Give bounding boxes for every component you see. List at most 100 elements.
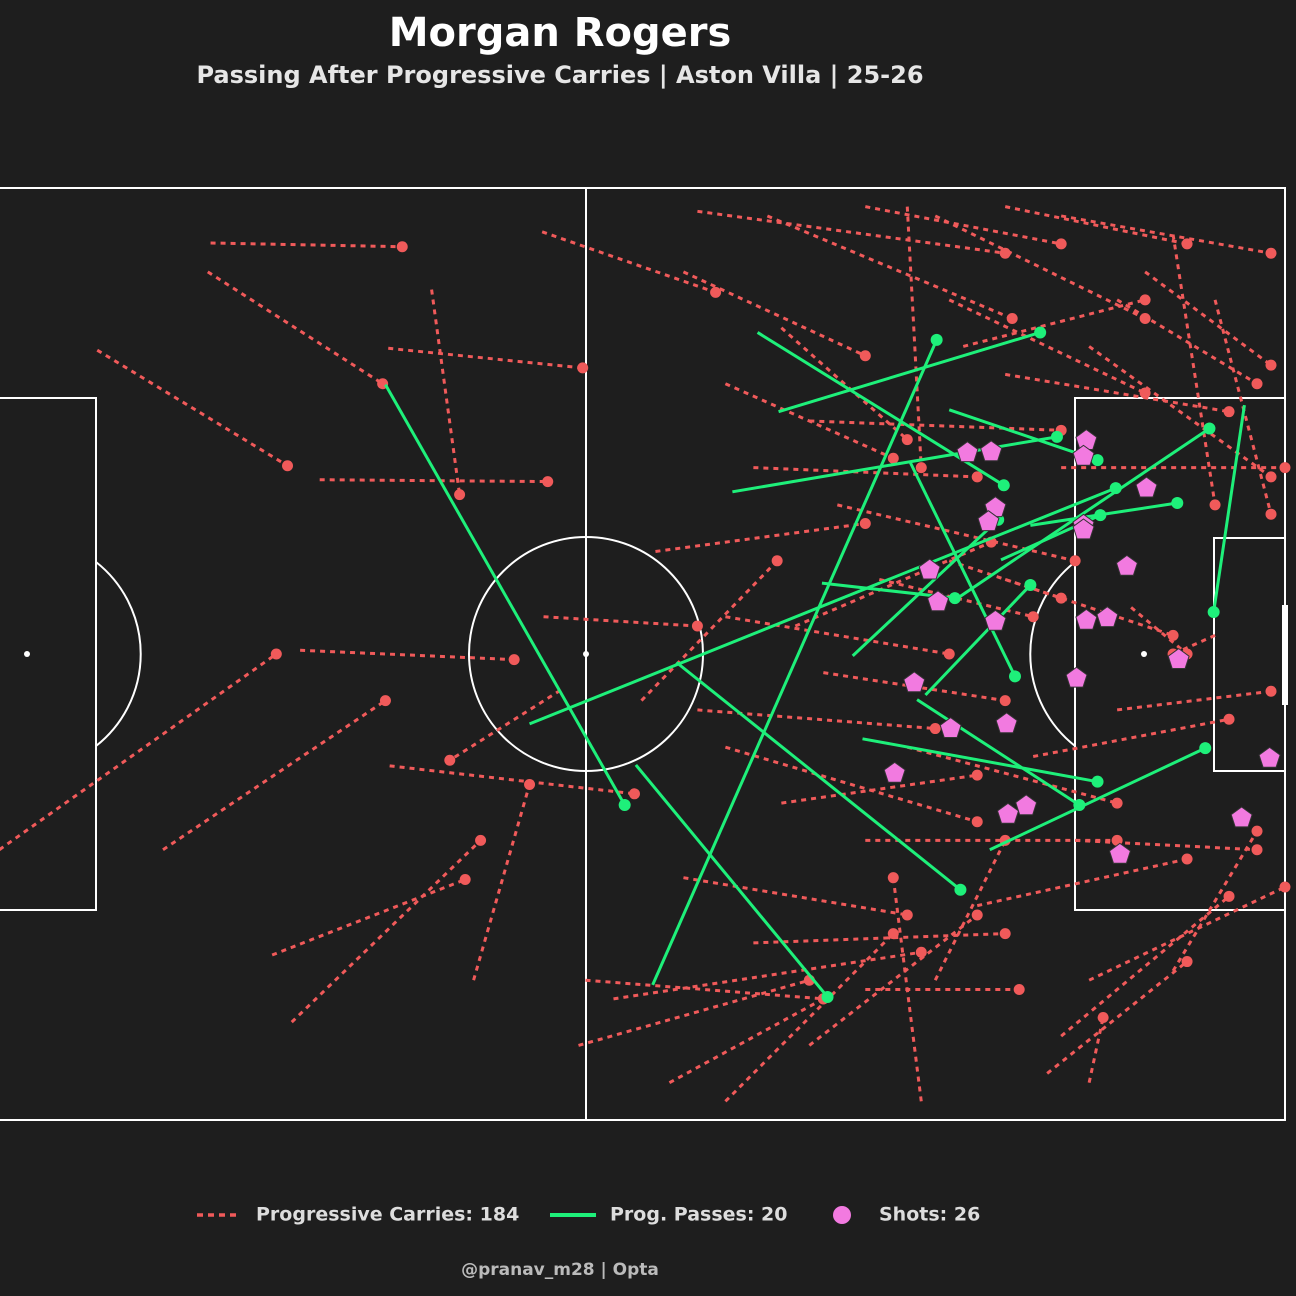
carry-end xyxy=(396,241,408,253)
carry-end xyxy=(379,695,391,707)
pass-end xyxy=(1171,497,1184,510)
carry-end xyxy=(1265,471,1277,483)
pass-end xyxy=(618,798,631,811)
carry-end xyxy=(454,489,466,501)
carry-end xyxy=(270,648,282,660)
carry-line xyxy=(1130,606,1189,656)
pass-end xyxy=(1024,579,1037,592)
pitch xyxy=(0,187,1288,1121)
carry-end xyxy=(1223,406,1235,418)
shot xyxy=(883,761,906,783)
pass-end xyxy=(930,333,943,346)
carry-end xyxy=(1097,1011,1109,1023)
carry-line xyxy=(809,419,1062,432)
carry-end xyxy=(1251,825,1263,837)
pass-end xyxy=(1203,422,1216,435)
carry-end xyxy=(1265,247,1277,259)
carry-line xyxy=(906,745,1118,805)
carry-end xyxy=(1265,685,1277,697)
carry-end xyxy=(915,946,927,958)
carry-line xyxy=(865,205,1062,246)
pass-end xyxy=(1008,670,1021,683)
carry-line xyxy=(388,346,583,370)
carry-end xyxy=(929,723,941,735)
pass-line xyxy=(634,763,829,998)
shot xyxy=(1230,806,1253,828)
penalty-spot xyxy=(24,651,30,657)
carry-end xyxy=(710,286,722,298)
pass-end xyxy=(954,883,967,896)
pass-line xyxy=(924,583,1032,697)
carry-end xyxy=(999,695,1011,707)
shot xyxy=(918,558,941,580)
carry-line xyxy=(683,876,908,917)
legend-label: Shots: 26 xyxy=(879,1204,980,1226)
penalty-spot xyxy=(1141,651,1147,657)
carry-end xyxy=(1223,713,1235,725)
carry-end xyxy=(1055,238,1067,250)
pass-line xyxy=(675,661,962,891)
carry-line xyxy=(1032,717,1230,758)
carry-end xyxy=(971,769,983,781)
carry-end xyxy=(901,909,913,921)
carry-line xyxy=(96,348,289,468)
shot xyxy=(995,712,1018,734)
pass-end xyxy=(821,990,834,1003)
carry-end xyxy=(1181,853,1193,865)
pass-line xyxy=(851,518,1000,657)
penalty-arc xyxy=(95,561,142,747)
shots xyxy=(883,428,1281,864)
carry-line xyxy=(697,209,1006,255)
pass-end xyxy=(997,479,1010,492)
carry-end xyxy=(887,452,899,464)
carry-line xyxy=(780,326,909,441)
carry-end xyxy=(628,788,640,800)
shot xyxy=(980,440,1003,462)
carry-line xyxy=(448,689,562,762)
carry-end xyxy=(999,928,1011,940)
carry-end xyxy=(1111,797,1123,809)
carry-end xyxy=(771,555,783,567)
carry-end xyxy=(577,362,589,374)
pass-line xyxy=(908,461,1017,678)
carry-end xyxy=(887,872,899,884)
carry-line xyxy=(781,773,978,805)
carry-line xyxy=(934,214,1146,320)
carry-end xyxy=(1167,629,1179,641)
carry-line xyxy=(1088,345,1272,479)
shot xyxy=(977,510,1000,532)
carry-end xyxy=(282,460,294,472)
carry-end xyxy=(508,654,520,666)
shot xyxy=(1258,746,1281,768)
carry-line xyxy=(905,206,923,468)
carry-end xyxy=(1209,499,1221,511)
carry-end xyxy=(459,874,471,886)
carry-line xyxy=(206,270,384,385)
carry-end xyxy=(943,648,955,660)
pass-line xyxy=(732,435,1058,494)
carry-line xyxy=(1060,895,1230,1038)
carry-end xyxy=(1069,555,1081,567)
footer: @pranav_m28 | Opta xyxy=(461,1260,659,1280)
carry-end xyxy=(1181,238,1193,250)
carry-line xyxy=(430,289,462,495)
shot xyxy=(996,802,1020,824)
carry-line xyxy=(1172,633,1216,656)
legend-label: Prog. Passes: 20 xyxy=(610,1204,788,1226)
carry-line xyxy=(210,241,403,249)
shot xyxy=(1075,608,1098,630)
shot xyxy=(1072,518,1095,540)
carry-line xyxy=(162,699,387,851)
carry-line xyxy=(290,839,482,1024)
penalty-box xyxy=(0,397,97,911)
carry-line xyxy=(682,270,866,358)
carry-end xyxy=(971,909,983,921)
carry-end xyxy=(444,754,456,766)
carry-line xyxy=(948,298,1146,395)
pass-line xyxy=(384,383,626,806)
carry-end xyxy=(1265,508,1277,520)
carry-end xyxy=(1055,592,1067,604)
carry-line xyxy=(1075,838,1258,852)
